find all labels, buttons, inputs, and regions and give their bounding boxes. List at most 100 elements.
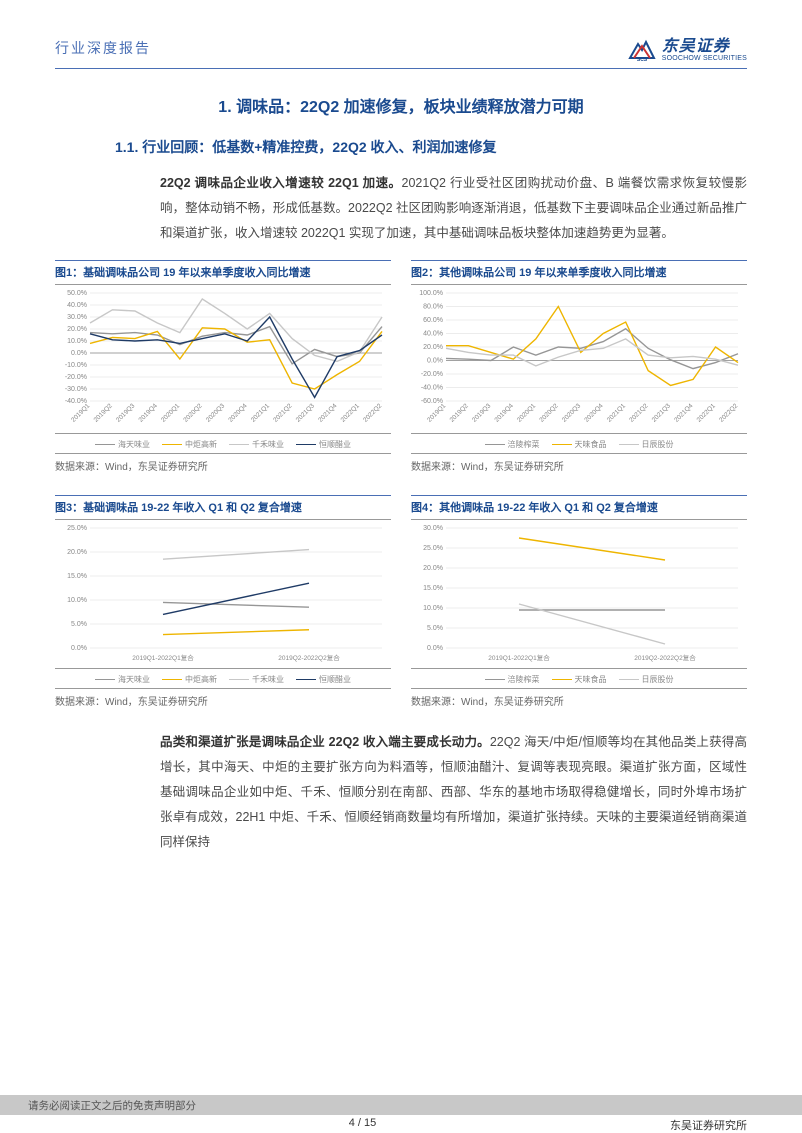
svg-text:100.0%: 100.0% (419, 290, 443, 297)
legend-item: 海天味业 (95, 439, 150, 450)
paragraph-2: 品类和渠道扩张是调味品企业 22Q2 收入端主要成长动力。22Q2 海天/中炬/… (135, 730, 747, 855)
svg-text:2020Q3: 2020Q3 (561, 402, 583, 424)
chart4-canvas: 30.0%25.0%20.0%15.0%10.0%5.0%0.0%2019Q1-… (411, 519, 747, 669)
chart1-block: 图1：基础调味品公司 19 年以来单季度收入同比增速 50.0%40.0%30.… (55, 260, 391, 487)
legend-item: 千禾味业 (229, 439, 284, 450)
legend-item: 中炬高新 (162, 439, 217, 450)
legend-item: 天味食品 (552, 439, 607, 450)
svg-text:50.0%: 50.0% (67, 290, 87, 297)
svg-text:15.0%: 15.0% (67, 573, 87, 580)
svg-text:2020Q2: 2020Q2 (538, 402, 560, 424)
svg-text:60.0%: 60.0% (423, 317, 443, 324)
svg-text:30.0%: 30.0% (423, 525, 443, 532)
svg-text:10.0%: 10.0% (67, 597, 87, 604)
svg-text:2019Q2: 2019Q2 (449, 402, 471, 424)
para1-bold: 22Q2 调味品企业收入增速较 22Q1 加速。 (160, 176, 402, 190)
svg-text:2019Q1: 2019Q1 (70, 402, 92, 424)
paragraph-1: 22Q2 调味品企业收入增速较 22Q1 加速。2021Q2 行业受社区团购扰动… (135, 171, 747, 246)
svg-text:SCS: SCS (637, 57, 648, 62)
svg-text:0.0%: 0.0% (427, 645, 443, 652)
svg-text:2021Q3: 2021Q3 (295, 402, 317, 424)
svg-text:20.0%: 20.0% (423, 344, 443, 351)
svg-text:0.0%: 0.0% (71, 350, 87, 357)
svg-text:2019Q1: 2019Q1 (426, 402, 448, 424)
charts-row-2: 图3：基础调味品 19-22 年收入 Q1 和 Q2 复合增速 25.0% 20.… (55, 495, 747, 722)
svg-text:20.0%: 20.0% (67, 549, 87, 556)
svg-text:2021Q2: 2021Q2 (272, 402, 294, 424)
svg-text:10.0%: 10.0% (423, 605, 443, 612)
heading-2: 1.1. 行业回顾：低基数+精准控费，22Q2 收入、利润加速修复 (115, 137, 747, 157)
svg-text:2019Q3: 2019Q3 (115, 402, 137, 424)
chart1-title: 图1：基础调味品公司 19 年以来单季度收入同比增速 (55, 260, 391, 280)
svg-text:2019Q2-2022Q2复合: 2019Q2-2022Q2复合 (634, 653, 696, 662)
svg-text:2021Q1: 2021Q1 (250, 402, 272, 424)
legend-item: 中炬高新 (162, 674, 217, 685)
svg-text:2020Q2: 2020Q2 (182, 402, 204, 424)
legend-item: 恒顺醋业 (296, 439, 351, 450)
svg-text:2020Q4: 2020Q4 (583, 402, 605, 424)
svg-text:80.0%: 80.0% (423, 304, 443, 311)
page-header: 行业深度报告 SCS 东吴证券 SOOCHOW SECURITIES (55, 38, 747, 69)
svg-text:-10.0%: -10.0% (65, 362, 87, 369)
chart1-source: 数据来源：Wind，东吴证券研究所 (55, 453, 391, 473)
chart3-title: 图3：基础调味品 19-22 年收入 Q1 和 Q2 复合增速 (55, 495, 391, 515)
svg-text:2021Q2: 2021Q2 (628, 402, 650, 424)
footer-page: 4 / 15 (349, 1117, 377, 1133)
svg-text:2019Q2-2022Q2复合: 2019Q2-2022Q2复合 (278, 653, 340, 662)
svg-text:2020Q3: 2020Q3 (205, 402, 227, 424)
svg-text:-30.0%: -30.0% (65, 386, 87, 393)
para2-rest: 22Q2 海天/中炬/恒顺等均在其他品类上获得高增长，其中海天、中炬的主要扩张方… (160, 735, 747, 849)
para2-bold: 品类和渠道扩张是调味品企业 22Q2 收入端主要成长动力。 (160, 735, 490, 749)
svg-text:2019Q1-2022Q1复合: 2019Q1-2022Q1复合 (132, 653, 194, 662)
legend-item: 日辰股份 (619, 674, 674, 685)
svg-text:-20.0%: -20.0% (421, 371, 443, 378)
footer-disclaimer: 请务必阅读正文之后的免责声明部分 (28, 1098, 196, 1113)
svg-text:0.0%: 0.0% (71, 645, 87, 652)
svg-text:5.0%: 5.0% (71, 621, 87, 628)
svg-text:-40.0%: -40.0% (421, 385, 443, 392)
svg-text:20.0%: 20.0% (67, 326, 87, 333)
svg-text:2022Q1: 2022Q1 (340, 402, 362, 424)
charts-row-1: 图1：基础调味品公司 19 年以来单季度收入同比增速 50.0%40.0%30.… (55, 260, 747, 487)
svg-text:2019Q1-2022Q1复合: 2019Q1-2022Q1复合 (488, 653, 550, 662)
chart1-legend: 海天味业 中炬高新 千禾味业 恒顺醋业 (55, 434, 391, 453)
chart2-title: 图2：其他调味品公司 19 年以来单季度收入同比增速 (411, 260, 747, 280)
logo-en: SOOCHOW SECURITIES (662, 55, 747, 62)
chart2-source: 数据来源：Wind，东吴证券研究所 (411, 453, 747, 473)
chart2-legend: 涪陵榨菜 天味食品 日辰股份 (411, 434, 747, 453)
chart3-block: 图3：基础调味品 19-22 年收入 Q1 和 Q2 复合增速 25.0% 20.… (55, 495, 391, 722)
svg-text:20.0%: 20.0% (423, 565, 443, 572)
svg-text:40.0%: 40.0% (67, 302, 87, 309)
svg-text:2020Q1: 2020Q1 (516, 402, 538, 424)
chart4-block: 图4：其他调味品 19-22 年收入 Q1 和 Q2 复合增速 30.0%25.… (411, 495, 747, 722)
svg-text:2022Q2: 2022Q2 (718, 402, 740, 424)
svg-text:2022Q2: 2022Q2 (362, 402, 384, 424)
svg-text:-20.0%: -20.0% (65, 374, 87, 381)
svg-text:2021Q3: 2021Q3 (651, 402, 673, 424)
legend-item: 天味食品 (552, 674, 607, 685)
svg-text:2019Q4: 2019Q4 (137, 402, 159, 424)
svg-text:2022Q1: 2022Q1 (696, 402, 718, 424)
chart4-source: 数据来源：Wind，东吴证券研究所 (411, 688, 747, 708)
legend-item: 涪陵榨菜 (485, 674, 540, 685)
chart2-canvas: 100.0% 80.0% 60.0% 40.0% 20.0% 0.0% -20.0% -40.… (411, 284, 747, 434)
legend-item: 海天味业 (95, 674, 150, 685)
legend-item: 日辰股份 (619, 439, 674, 450)
page-footer: 请务必阅读正文之后的免责声明部分 4 / 15 东吴证券研究所 (0, 1095, 802, 1133)
svg-text:2020Q4: 2020Q4 (227, 402, 249, 424)
brand-logo: SCS 东吴证券 SOOCHOW SECURITIES (628, 38, 747, 62)
legend-item: 千禾味业 (229, 674, 284, 685)
svg-text:25.0%: 25.0% (423, 545, 443, 552)
svg-text:2019Q4: 2019Q4 (493, 402, 515, 424)
chart3-source: 数据来源：Wind，东吴证券研究所 (55, 688, 391, 708)
legend-item: 涪陵榨菜 (485, 439, 540, 450)
chart4-legend: 涪陵榨菜 天味食品 日辰股份 (411, 669, 747, 688)
svg-text:0.0%: 0.0% (427, 358, 443, 365)
chart3-canvas: 25.0% 20.0% 15.0% 10.0% 5.0% 0.0% 2019Q1-2022Q… (55, 519, 391, 669)
svg-text:40.0%: 40.0% (423, 331, 443, 338)
svg-text:2021Q1: 2021Q1 (606, 402, 628, 424)
chart2-block: 图2：其他调味品公司 19 年以来单季度收入同比增速 100.0% 80.0% 60… (411, 260, 747, 487)
svg-text:25.0%: 25.0% (67, 525, 87, 532)
heading-1: 1. 调味品：22Q2 加速修复，板块业绩释放潜力可期 (55, 93, 747, 117)
chart3-legend: 海天味业中炬高新千禾味业恒顺醋业 (55, 669, 391, 688)
